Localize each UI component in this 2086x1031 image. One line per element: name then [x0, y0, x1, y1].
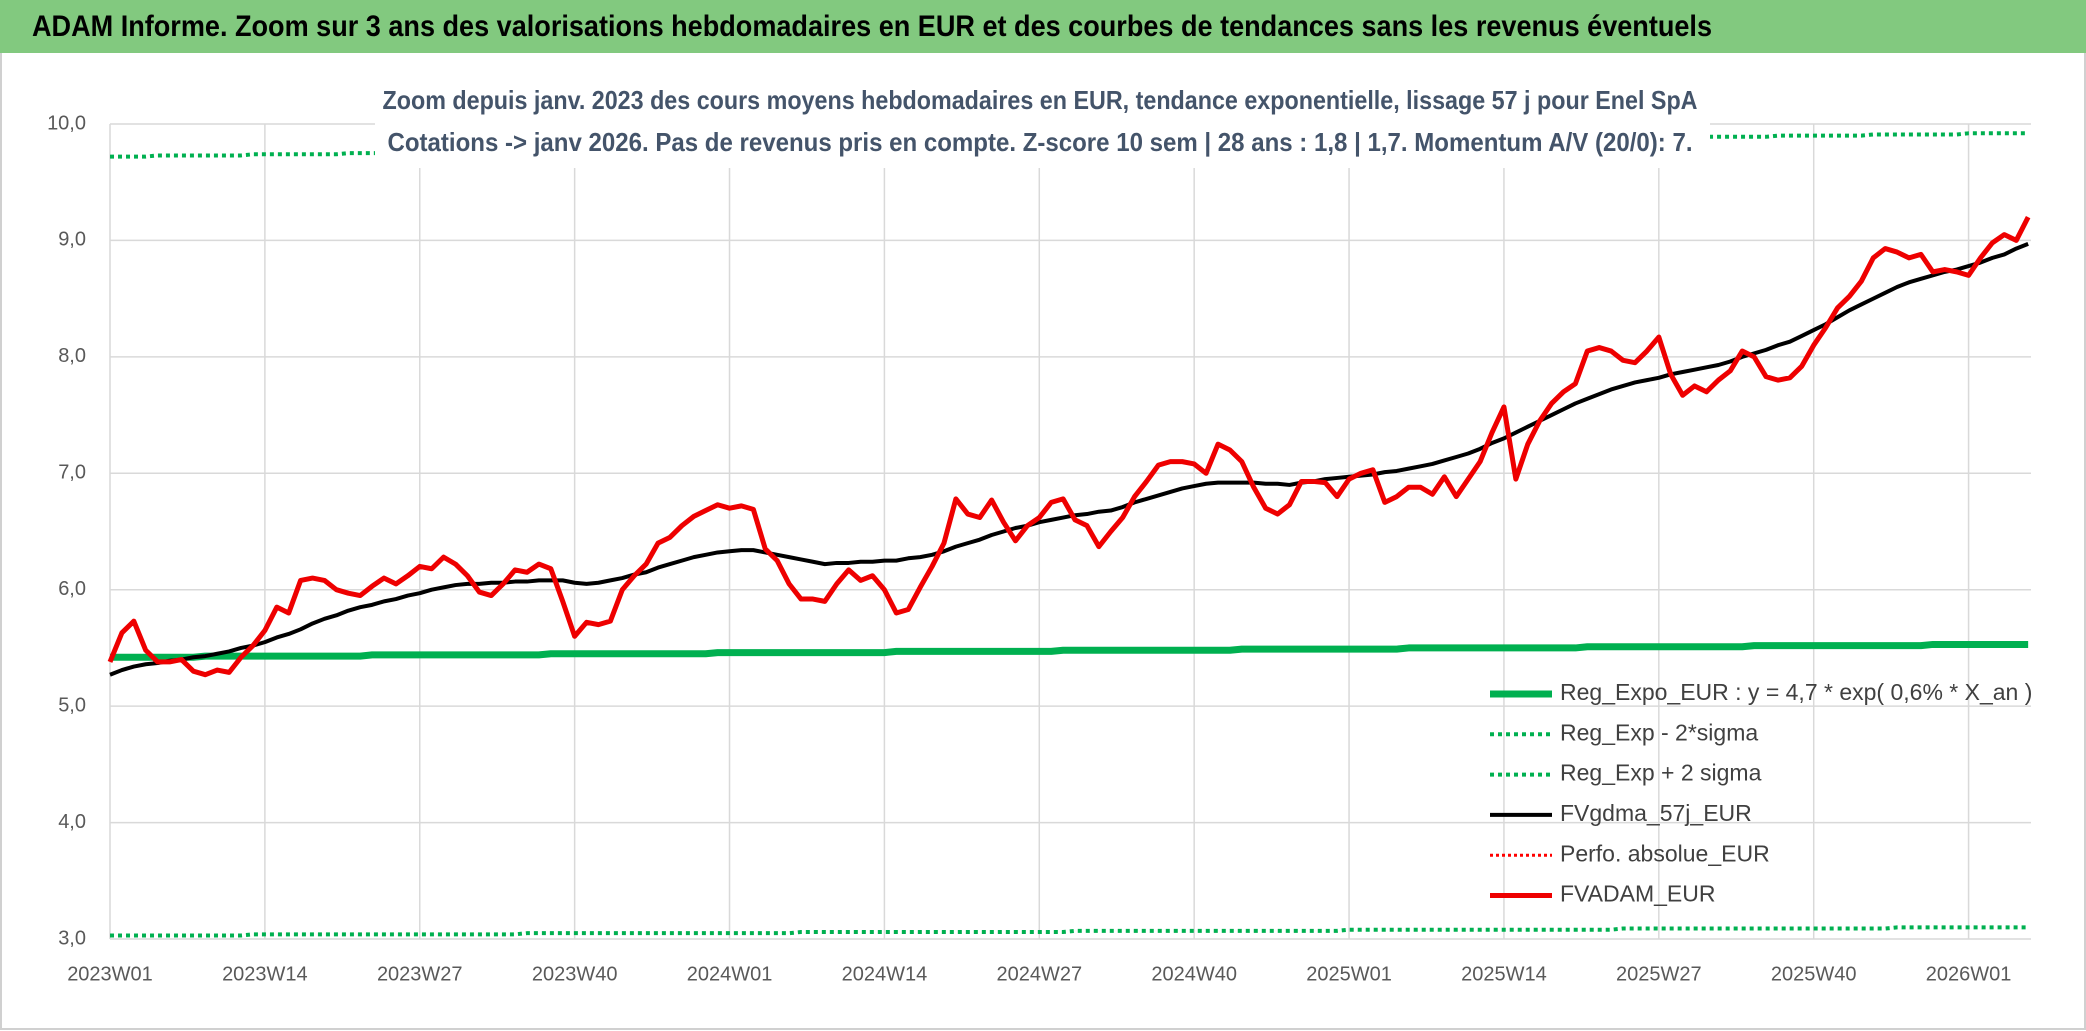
y-tick-label: 8,0 — [58, 345, 86, 367]
subtitle: Zoom depuis janv. 2023 des cours moyens … — [383, 85, 1698, 115]
legend-label: Reg_Exp + 2 sigma — [1560, 760, 1762, 786]
y-tick-label: 3,0 — [58, 927, 86, 949]
x-tick-label: 2025W01 — [1306, 963, 1392, 985]
chart-title: ADAM Informe. Zoom sur 3 ans des valoris… — [32, 10, 1712, 43]
x-tick-label: 2025W27 — [1616, 963, 1702, 985]
x-tick-label: 2025W14 — [1461, 963, 1547, 985]
series-line — [109, 242, 2029, 677]
x-tick-label: 2023W40 — [532, 963, 618, 985]
y-tick-label: 6,0 — [58, 578, 86, 600]
x-tick-label: 2023W14 — [222, 963, 308, 985]
y-tick-label: 10,0 — [47, 112, 86, 134]
series-line — [107, 216, 2031, 678]
legend-label: FVgdma_57j_EUR — [1560, 800, 1752, 826]
y-tick-label: 7,0 — [58, 462, 86, 484]
chart-frame — [0, 51, 2086, 1030]
x-tick-label: 2024W27 — [996, 963, 1082, 985]
legend-label: FVADAM_EUR — [1560, 881, 1716, 907]
x-tick-label: 2023W01 — [67, 963, 153, 985]
header-bar — [0, 0, 2086, 53]
legend-label: Reg_Expo_EUR : y = 4,7 * exp( 0,6% * X_a… — [1560, 679, 2032, 705]
y-tick-label: 5,0 — [58, 694, 86, 716]
x-tick-label: 2026W01 — [1926, 963, 2012, 985]
x-tick-label: 2024W40 — [1151, 963, 1237, 985]
legend-label: Reg_Exp - 2*sigma — [1560, 719, 1758, 745]
subtitle-box — [375, 80, 1710, 168]
y-tick-label: 9,0 — [58, 229, 86, 251]
x-tick-label: 2023W27 — [377, 963, 463, 985]
plot-area: 3,0 4,0 5,0 6,0 7,0 8,0 9,0 10,0 2023W01 2023W14 2… — [47, 112, 2031, 985]
y-tick-label: 4,0 — [58, 811, 86, 833]
series-line — [110, 640, 2029, 661]
x-tick-label: 2025W40 — [1771, 963, 1857, 985]
x-tick-label: 2024W01 — [687, 963, 773, 985]
x-tick-label: 2024W14 — [842, 963, 928, 985]
subtitle: Cotations -> janv 2026. Pas de revenus p… — [388, 127, 1693, 157]
legend-label: Perfo. absolue_EUR — [1560, 840, 1770, 866]
